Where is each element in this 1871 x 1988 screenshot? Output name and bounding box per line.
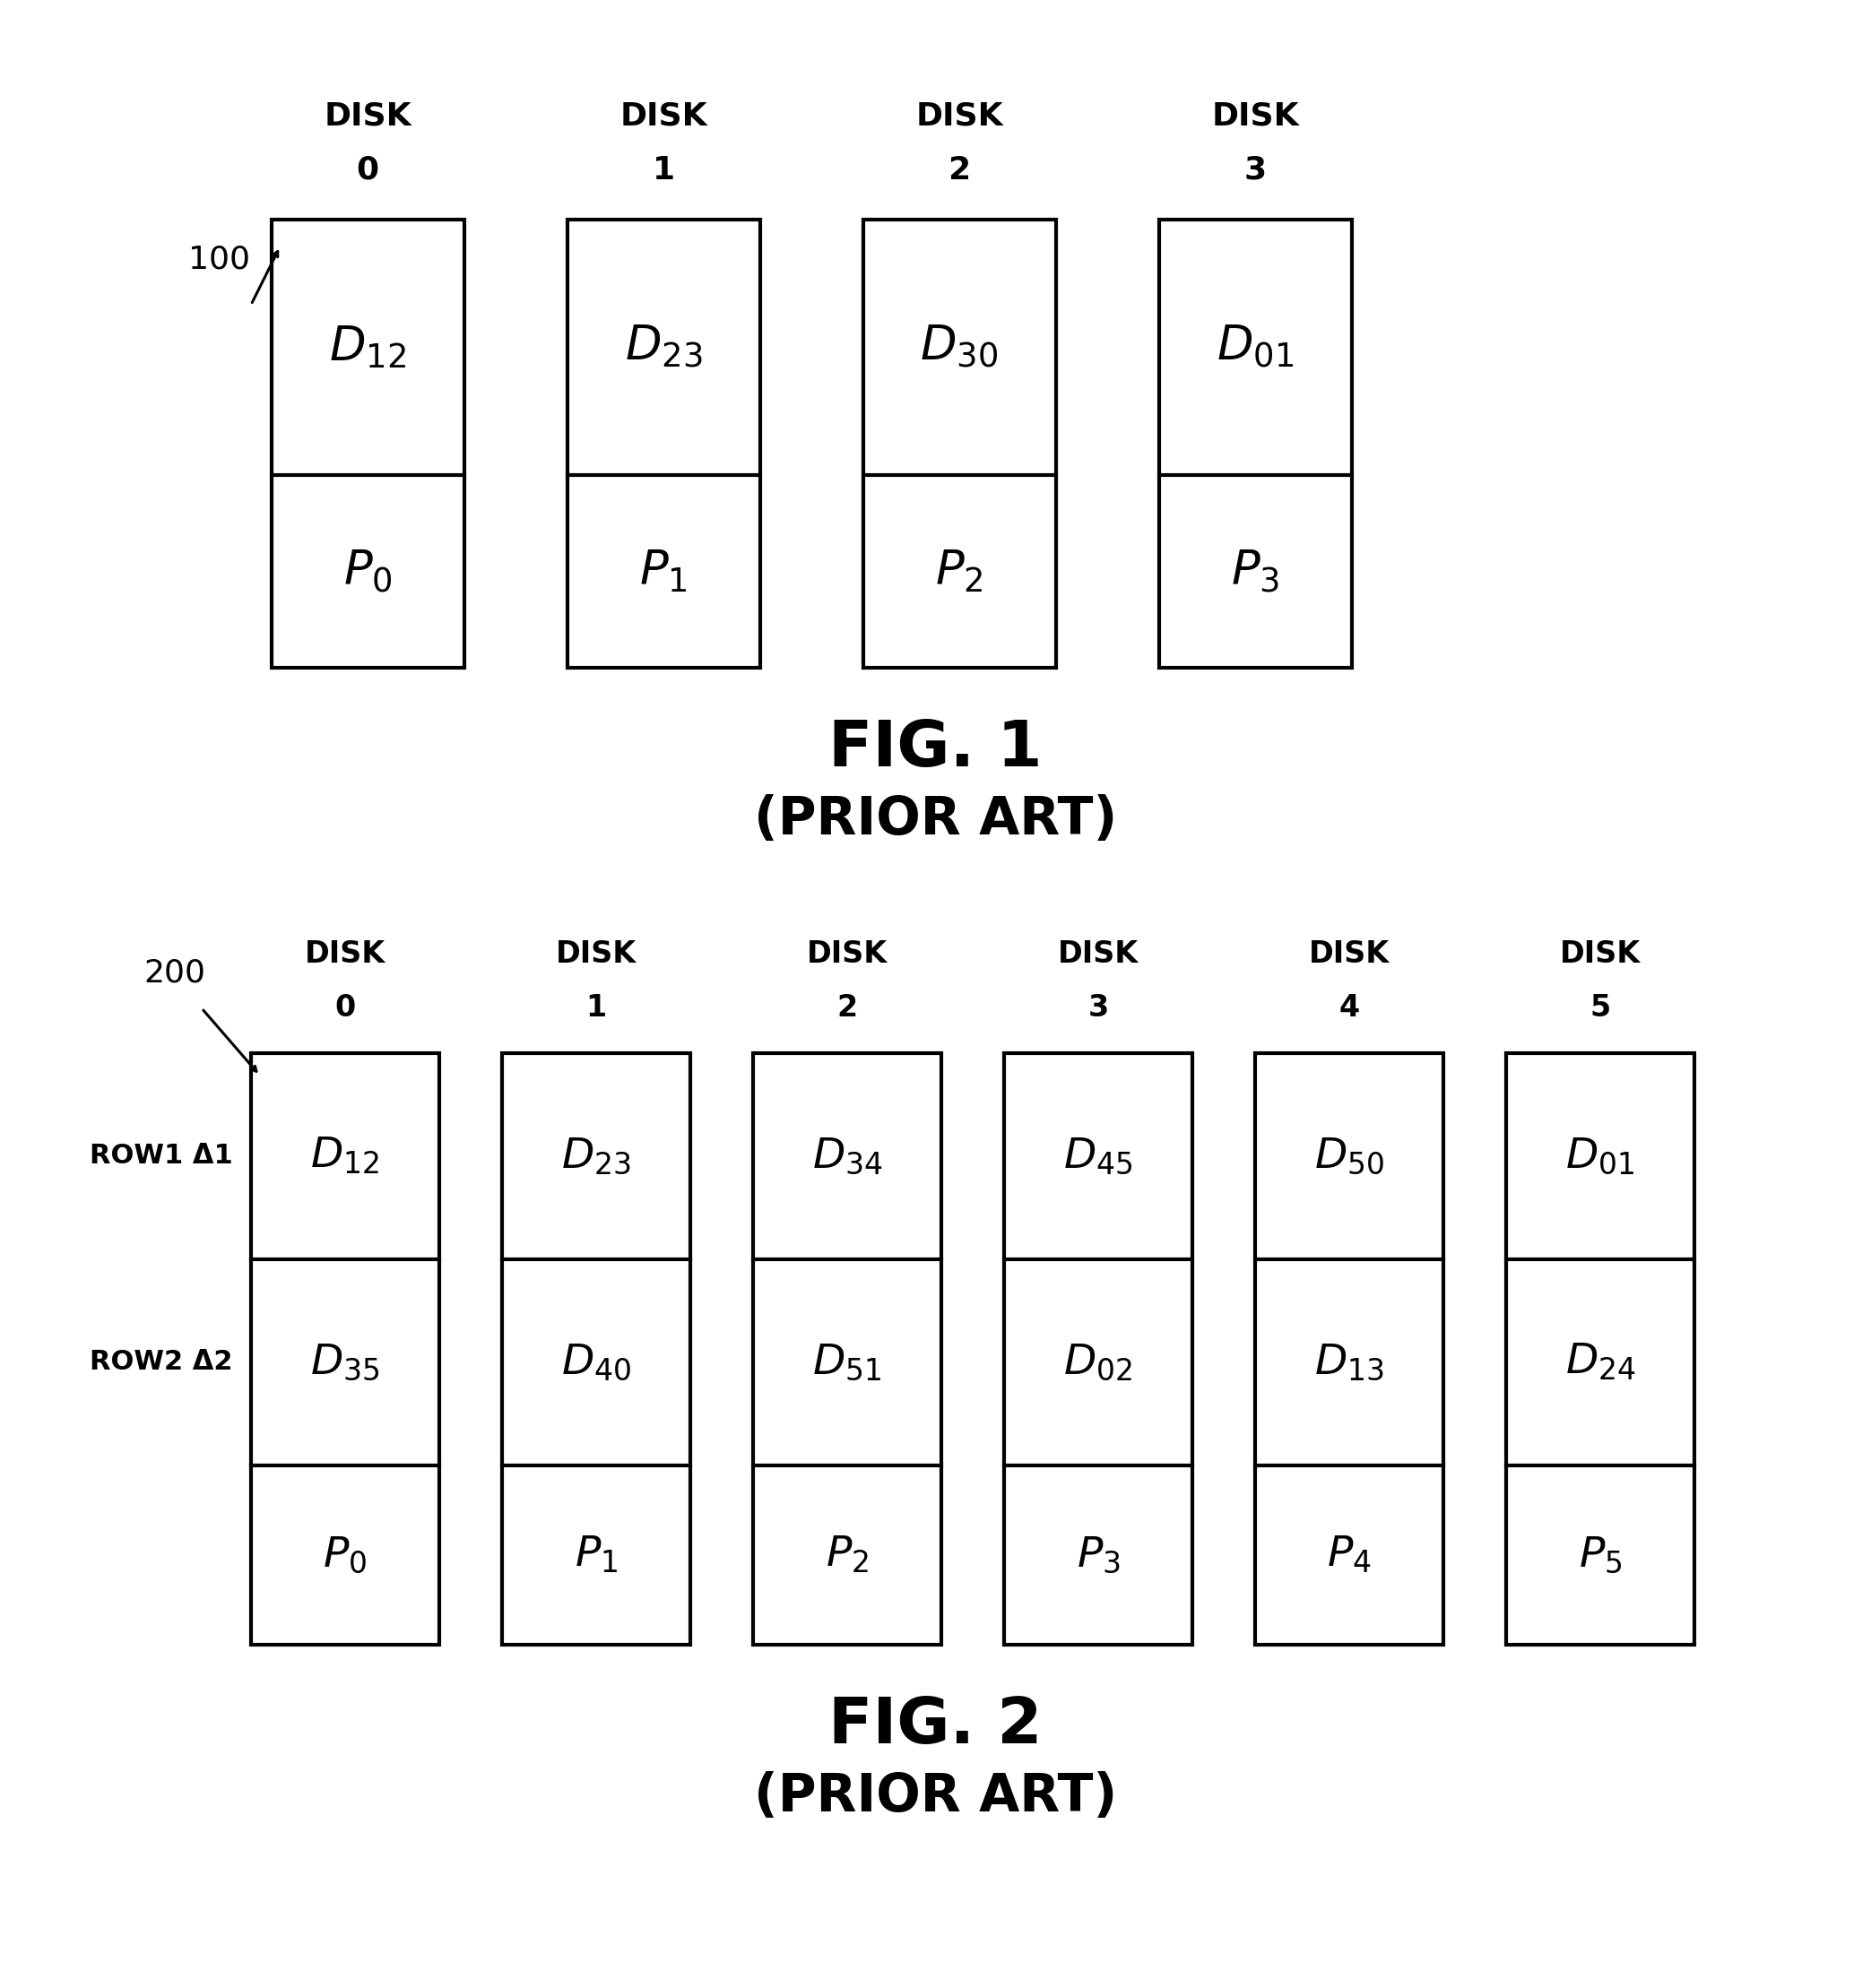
Text: $D_{51}$: $D_{51}$ — [812, 1342, 881, 1384]
Text: 3: 3 — [1087, 994, 1110, 1024]
Text: $D_{50}$: $D_{50}$ — [1313, 1135, 1385, 1177]
Text: 0: 0 — [335, 994, 355, 1024]
Bar — [1506, 1054, 1695, 1644]
Text: $P_{1}$: $P_{1}$ — [640, 549, 687, 594]
Text: $P_{3}$: $P_{3}$ — [1076, 1535, 1121, 1574]
Text: FIG. 2: FIG. 2 — [829, 1694, 1042, 1755]
Text: $P_{3}$: $P_{3}$ — [1231, 549, 1280, 594]
Text: $P_{0}$: $P_{0}$ — [342, 549, 393, 594]
Text: 1: 1 — [653, 155, 675, 185]
Bar — [752, 1054, 941, 1644]
Text: 5: 5 — [1590, 994, 1611, 1024]
Text: DISK: DISK — [305, 940, 385, 970]
Text: $D_{45}$: $D_{45}$ — [1063, 1135, 1134, 1177]
Text: $P_{5}$: $P_{5}$ — [1579, 1535, 1622, 1574]
Text: 4: 4 — [1340, 994, 1360, 1024]
Text: $D_{12}$: $D_{12}$ — [311, 1135, 380, 1177]
Text: $D_{24}$: $D_{24}$ — [1564, 1342, 1635, 1384]
Text: $D_{23}$: $D_{23}$ — [561, 1135, 631, 1177]
Text: ROW1 Δ1: ROW1 Δ1 — [90, 1143, 234, 1169]
Text: DISK: DISK — [806, 940, 887, 970]
Text: $D_{34}$: $D_{34}$ — [812, 1135, 883, 1177]
Text: ROW2 Δ2: ROW2 Δ2 — [90, 1350, 234, 1376]
Bar — [1005, 1054, 1192, 1644]
Bar — [501, 1054, 690, 1644]
Text: $D_{30}$: $D_{30}$ — [921, 324, 999, 370]
Text: FIG. 1: FIG. 1 — [829, 718, 1042, 779]
Text: DISK: DISK — [324, 101, 412, 131]
Bar — [863, 219, 1055, 668]
Text: $D_{35}$: $D_{35}$ — [311, 1342, 380, 1384]
Text: (PRIOR ART): (PRIOR ART) — [754, 795, 1117, 845]
Text: 100: 100 — [189, 245, 251, 274]
Text: $P_{1}$: $P_{1}$ — [574, 1535, 617, 1574]
Text: 0: 0 — [355, 155, 378, 185]
Text: 1: 1 — [586, 994, 606, 1024]
Text: DISK: DISK — [556, 940, 636, 970]
Text: (PRIOR ART): (PRIOR ART) — [754, 1771, 1117, 1823]
Text: 2: 2 — [836, 994, 857, 1024]
Text: $P_{2}$: $P_{2}$ — [936, 549, 984, 594]
Text: $P_{0}$: $P_{0}$ — [324, 1535, 367, 1574]
Bar — [1255, 1054, 1443, 1644]
Text: DISK: DISK — [1211, 101, 1298, 131]
Text: $D_{13}$: $D_{13}$ — [1313, 1342, 1385, 1384]
Bar — [271, 219, 464, 668]
Text: 200: 200 — [144, 958, 206, 988]
Text: 3: 3 — [1244, 155, 1267, 185]
Text: $D_{40}$: $D_{40}$ — [561, 1342, 631, 1384]
Text: $D_{01}$: $D_{01}$ — [1216, 324, 1293, 370]
Text: DISK: DISK — [619, 101, 707, 131]
Bar — [567, 219, 760, 668]
Text: DISK: DISK — [915, 101, 1003, 131]
Text: $P_{4}$: $P_{4}$ — [1327, 1535, 1371, 1574]
Text: $D_{02}$: $D_{02}$ — [1065, 1342, 1132, 1384]
Bar — [1158, 219, 1351, 668]
Bar — [251, 1054, 440, 1644]
Text: $D_{01}$: $D_{01}$ — [1566, 1135, 1635, 1177]
Text: $D_{12}$: $D_{12}$ — [329, 324, 406, 370]
Text: $P_{2}$: $P_{2}$ — [825, 1535, 868, 1574]
Text: $D_{23}$: $D_{23}$ — [625, 324, 702, 370]
Text: 2: 2 — [949, 155, 971, 185]
Text: DISK: DISK — [1057, 940, 1139, 970]
Text: DISK: DISK — [1310, 940, 1390, 970]
Text: DISK: DISK — [1560, 940, 1641, 970]
